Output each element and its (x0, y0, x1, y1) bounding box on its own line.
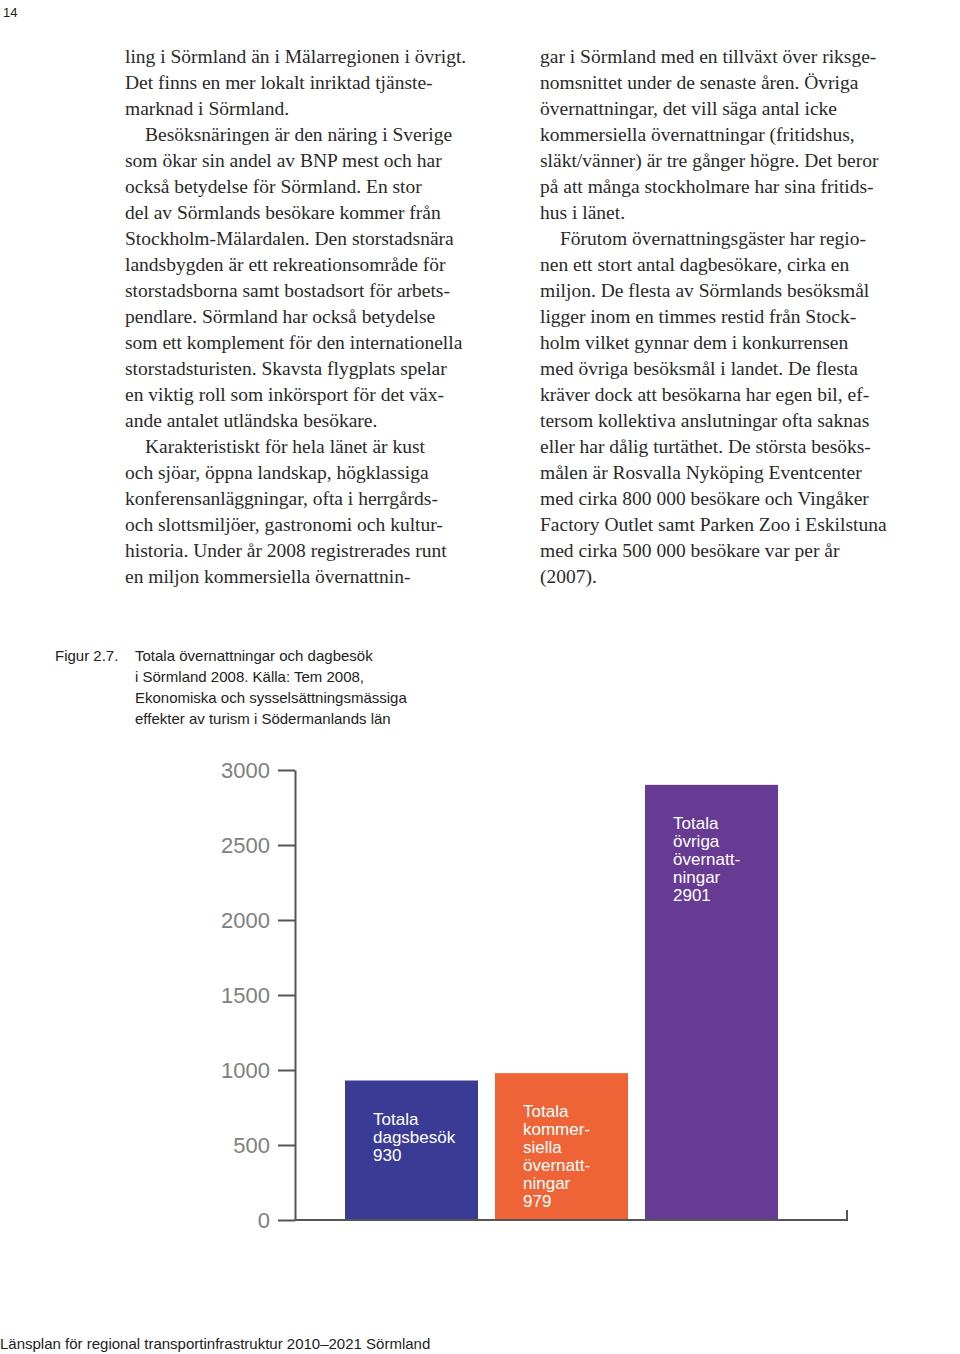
text-line: övernattningar, det vill säga antal icke (540, 98, 837, 119)
text-line: nomsnittet under de senaste åren. Övriga (540, 72, 859, 93)
text-line: som ökar sin andel av BNP mest och har (125, 150, 442, 171)
x-axis-end (846, 1210, 848, 1220)
y-tick: 2500 (221, 833, 295, 858)
y-tick-label: 2000 (221, 908, 270, 933)
text-line: hus i länet. (540, 202, 625, 223)
y-tick: 500 (233, 1133, 295, 1158)
text-line: som ett komplement för den internationel… (125, 332, 463, 353)
y-tick-mark (278, 1220, 295, 1222)
page-number: 14 (3, 5, 17, 20)
page: 14 ling i Sörmland än i Mälarregionen i ö… (0, 0, 960, 1354)
text-line: eller har dålig turtäthet. De största be… (540, 436, 871, 457)
text-line: också betydelse för Sörmland. En stor (125, 176, 422, 197)
y-tick-mark (278, 1145, 295, 1147)
text-line: landsbygden är ett rekreationsområde för (125, 254, 446, 275)
text-line: (2007). (540, 566, 597, 588)
y-tick-mark (278, 845, 295, 847)
text-line: släkt/vänner) är tre gånger högre. Det b… (540, 150, 879, 172)
data-label: 2901 (673, 886, 711, 905)
category-label: Totalaövrigaövernatt-ningar (673, 814, 740, 887)
text-line: med cirka 500 000 besökare var per år (540, 540, 840, 561)
caption-line: effekter av turism i Södermanlands län (135, 710, 391, 727)
text-line: Besöksnäringen är den näring i Sverige (145, 124, 452, 145)
text-line: konferensanläggningar, ofta i herrgårds- (125, 488, 438, 509)
y-tick-label: 2500 (221, 833, 270, 858)
category-label: Totaladagsbesök (373, 1110, 456, 1147)
y-tick-mark (278, 920, 295, 922)
text-line: ande antalet utländska besökare. (125, 410, 377, 431)
y-tick-label: 0 (258, 1208, 270, 1233)
text-line: ligger inom en timmes restid från Stock- (540, 306, 856, 327)
y-axis: 0 500 1000 1500 2000 2500 3000 (221, 758, 295, 1233)
y-tick-label: 1000 (221, 1058, 270, 1083)
text-line: Förutom övernattningsgäster har regio- (560, 228, 866, 249)
data-label: 979 (523, 1192, 551, 1211)
figure-label: Figur 2.7. (55, 647, 118, 664)
category-label: Totalakommer-siellaövernatt-ningar (523, 1102, 590, 1193)
y-tick: 2000 (221, 908, 295, 933)
text-line: och sjöar, öppna landskap, högklassiga (125, 462, 429, 483)
y-tick: 3000 (221, 758, 295, 783)
text-line: och slottsmiljöer, gastronomi och kultur… (125, 514, 443, 535)
text-line: nen ett stort antal dagbesökare, cirka e… (540, 254, 849, 275)
text-line: kräver dock att besökarna har egen bil, … (540, 384, 869, 405)
text-line: marknad i Sörmland. (125, 98, 289, 119)
text-line: del av Sörmlands besökare kommer från (125, 202, 441, 223)
text-line: med övriga besöksmål i landet. De flesta (540, 358, 858, 379)
y-tick: 1500 (221, 983, 295, 1008)
text-line: pendlare. Sörmland har också betydelse (125, 306, 435, 327)
text-line: kommersiella övernattningar (fritidshus, (540, 124, 855, 146)
text-line: storstadsturisten. Skavsta flygplats spe… (125, 358, 447, 379)
x-axis-line (295, 1219, 848, 1221)
caption-line: i Sörmland 2008. Källa: Tem 2008, (135, 668, 364, 685)
text-line: med cirka 800 000 besökare och Vingåker (540, 488, 869, 509)
y-tick-label: 1500 (221, 983, 270, 1008)
bar-labels: Totaladagsbesök930 Totalakommer-siellaöve… (373, 814, 740, 1211)
y-tick: 1000 (221, 1058, 295, 1083)
y-tick-mark (278, 1070, 295, 1072)
text-line: miljon. De flesta av Sörmlands besöksmål (540, 280, 870, 301)
text-column: gar i Sörmland med en tillväxt över riks… (540, 46, 887, 588)
text-line: Factory Outlet samt Parken Zoo i Eskilst… (540, 514, 887, 535)
text-line: tersom kollektiva anslutningar ofta sakn… (540, 410, 869, 431)
y-tick-mark (278, 770, 295, 772)
text-line: Stockholm-Mälardalen. Den storstadsnära (125, 228, 454, 249)
text-line: ling i Sörmland än i Mälarregionen i övr… (125, 46, 466, 67)
data-label: 930 (373, 1146, 401, 1165)
caption-line: Totala övernattningar och dagbesök (135, 647, 373, 664)
bar (495, 1073, 628, 1220)
y-tick-label: 3000 (221, 758, 270, 783)
text-line: på att många stockholmare har sina friti… (540, 176, 874, 197)
text-line: en miljon kommersiella övernattnin- (125, 566, 410, 587)
y-tick-label: 500 (233, 1133, 270, 1158)
text-line: historia. Under år 2008 registrerades ru… (125, 540, 447, 561)
text-line: en viktig roll som inkörsport för det vä… (125, 384, 444, 405)
bars (345, 785, 778, 1220)
figure-caption: Figur 2.7. Totala övernattningar och dagb… (55, 647, 407, 727)
bar (645, 785, 778, 1220)
footer: Länsplan för regional transportinfrastru… (0, 1335, 430, 1352)
caption-line: Ekonomiska och sysselsättningsmässiga (135, 689, 407, 706)
text-line: Det finns en mer lokalt inriktad tjänste… (125, 72, 433, 93)
text-line: målen är Rosvalla Nyköping Eventcenter (540, 462, 862, 483)
text-line: holm vilket gynnar dem i konkurrensen (540, 332, 848, 353)
text-column: ling i Sörmland än i Mälarregionen i övr… (125, 46, 466, 587)
text-line: Karakteristiskt för hela länet är kust (145, 436, 426, 457)
y-tick-mark (278, 995, 295, 997)
text-line: storstadsborna samt bostadsort för arbet… (125, 280, 450, 301)
text-line: gar i Sörmland med en tillväxt över riks… (540, 46, 876, 67)
y-tick: 0 (258, 1208, 295, 1233)
bar (345, 1081, 478, 1221)
chart: 050010001500200025003000Totaladagsbesök9… (221, 758, 848, 1233)
